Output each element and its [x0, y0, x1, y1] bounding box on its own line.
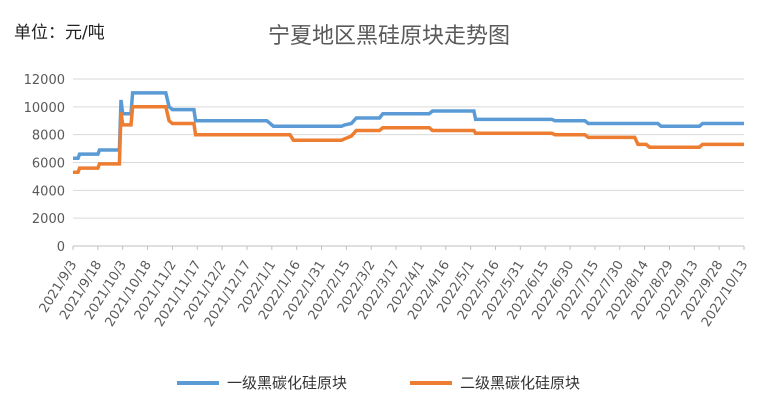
legend-label-2: 二级黑碳化硅原块 [460, 374, 580, 392]
y-tick-label: 8000 [32, 129, 65, 144]
y-tick-label: 4000 [32, 184, 65, 199]
legend-label-1: 一级黑碳化硅原块 [227, 374, 347, 392]
y-tick-label: 10000 [24, 101, 65, 116]
unit-label: 单位：元/吨 [14, 23, 105, 43]
y-tick-label: 2000 [32, 212, 65, 227]
series-line-1 [73, 91, 744, 161]
y-tick-label: 0 [57, 240, 65, 255]
series-line-2 [73, 105, 744, 174]
y-tick-label: 12000 [24, 73, 65, 88]
y-tick-label: 6000 [32, 157, 65, 172]
chart-title: 宁夏地区黑硅原块走势图 [267, 24, 510, 49]
